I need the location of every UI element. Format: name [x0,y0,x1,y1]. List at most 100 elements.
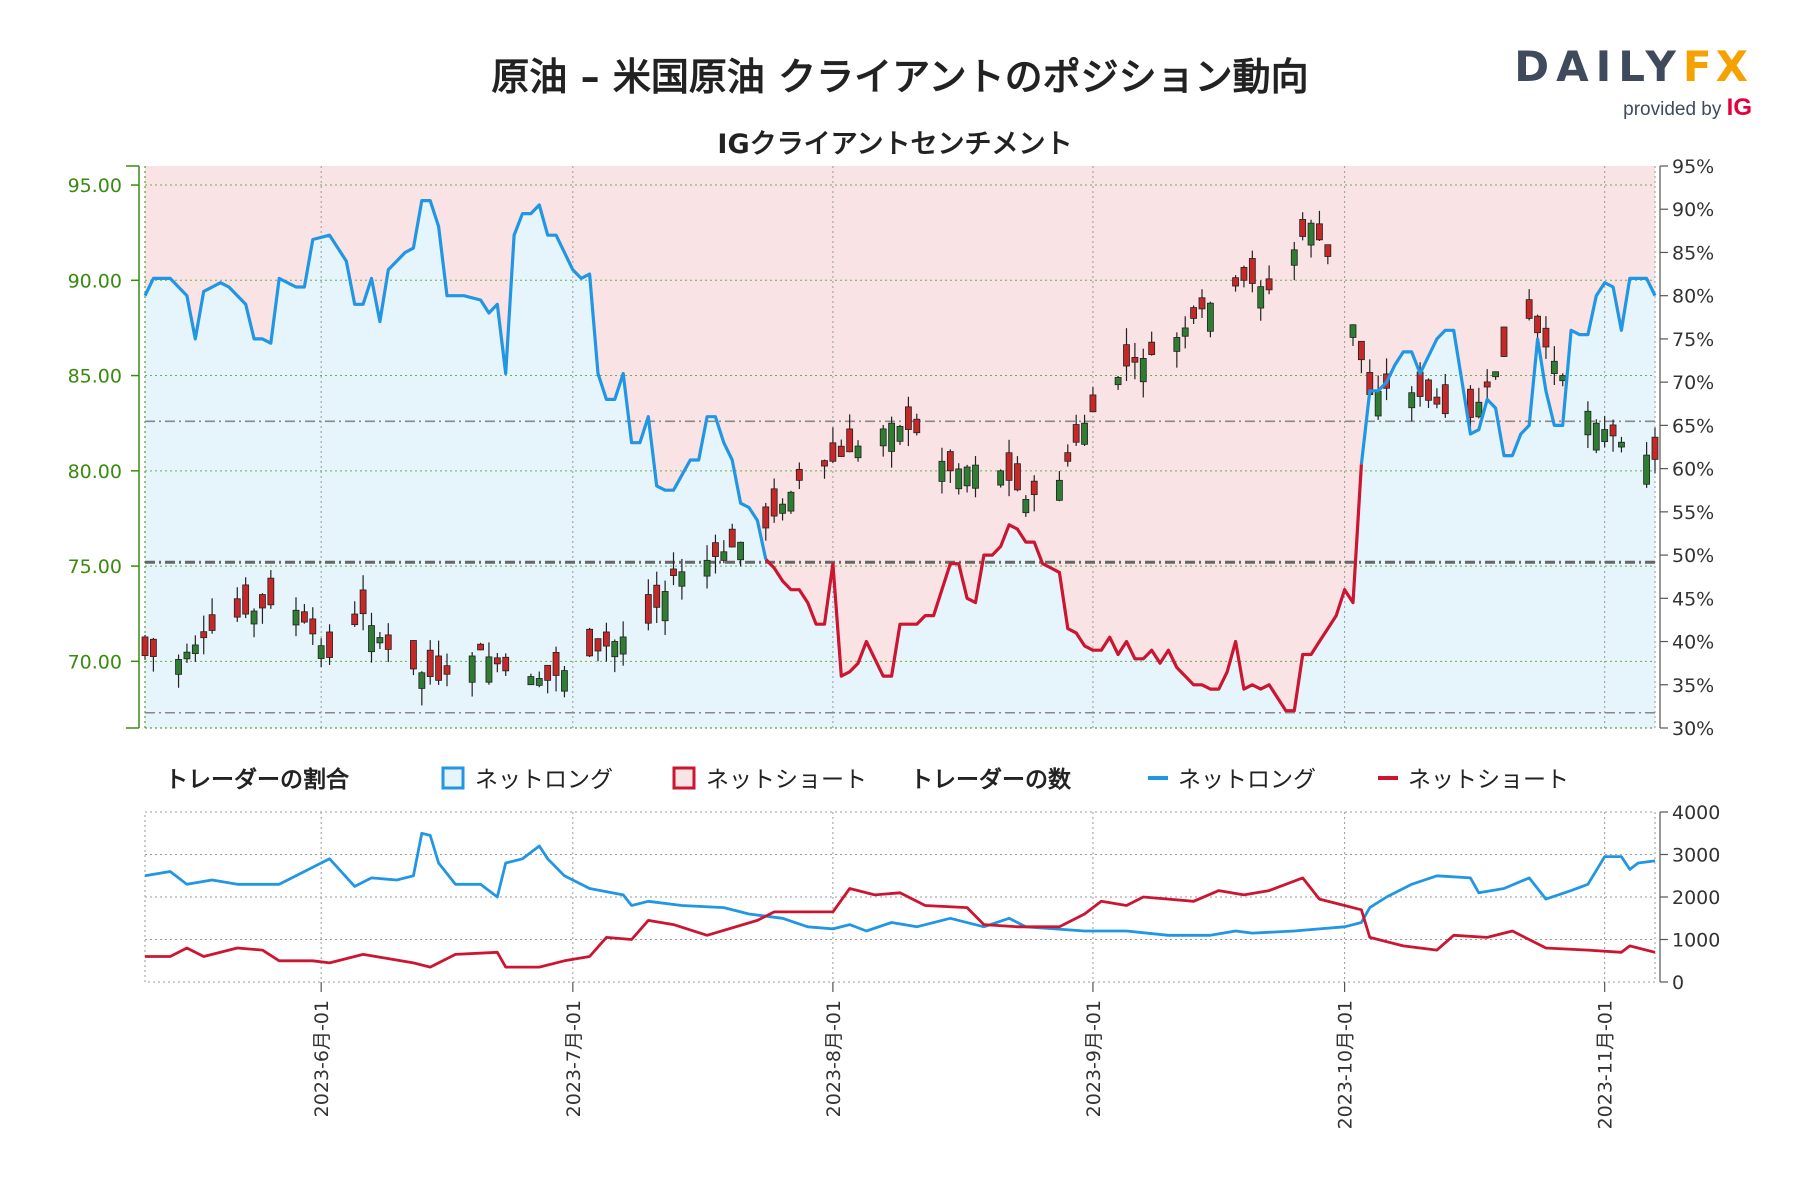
candle-down [653,584,661,608]
candle-up [317,645,325,659]
candle-down [913,418,921,434]
candle-down [300,611,308,623]
price-tick-label: 80.00 [68,461,122,483]
candle-up [1643,454,1651,485]
candle-down [1609,424,1617,437]
pct-tick-label: 40% [1672,632,1714,654]
candle-up [661,591,669,622]
candle-down [326,631,333,658]
candle-up [678,571,686,587]
candle-up [1206,302,1214,332]
candle-up [896,425,904,442]
candle-up [720,551,728,561]
candle-down [762,506,770,529]
pct-tick-label: 50% [1672,545,1714,567]
x-tick-label: 2023-7月-01 [563,1000,585,1117]
candle-up [1139,358,1147,383]
legend-net-long-label: ネットロング [475,767,613,793]
legend-net-long-count-label: ネットロング [1178,767,1316,793]
count-tick-label: 1000 [1672,930,1720,952]
candle-up [527,676,535,686]
candle-down [1240,267,1248,281]
candle-up [485,656,493,683]
candle-down [267,577,275,606]
candle-down [1131,356,1139,363]
candle-down [821,460,828,467]
legend-net-long-swatch [441,766,465,790]
candle-up [468,655,476,683]
candle-down [200,631,208,639]
net-long-pct-line [143,199,768,560]
candle-down [1324,244,1332,257]
candle-up [1173,337,1181,352]
candle-down [837,445,845,457]
candle-down [1064,452,1072,462]
candle-down [602,631,610,647]
candle-down [1441,384,1449,415]
trader-count-panel: 0 1000 2000 3000 4000 [144,802,1720,994]
candle-down [1357,340,1365,361]
candle-up [997,470,1005,486]
candle-down [552,652,560,676]
candle-up [703,559,711,577]
count-tick-label: 3000 [1672,845,1720,867]
candle-up [418,672,426,689]
legend-net-short-swatch [672,766,696,790]
net-long-count-line [144,831,1656,937]
candle-down [946,451,954,472]
x-tick-label: 2023-8月-01 [823,1000,845,1117]
candle-down [1316,223,1323,241]
candle-up [779,503,786,514]
price-tick-label: 90.00 [68,270,122,292]
legend-ratio-title: トレーダーの割合 [165,766,350,793]
candle-up [1550,360,1558,374]
candle-down [309,618,317,635]
candle-down [1005,452,1013,481]
x-tick-label: 2023-6月-01 [311,1000,333,1117]
candle-up [854,445,862,459]
candle-up [1307,222,1315,246]
candle-down [1248,258,1256,284]
count-tick-label: 0 [1672,972,1684,994]
count-tick-label: 2000 [1672,887,1720,909]
candle-down [426,649,434,677]
candle-up [1475,401,1483,418]
candle-up [191,644,199,655]
candle-down [795,468,803,481]
candle-down [1425,379,1432,401]
candle-up [1181,327,1189,337]
candle-down [384,634,392,650]
candle-down [1534,315,1541,334]
candle-down [359,589,367,615]
pct-tick-label: 75% [1672,329,1714,351]
candle-up [535,678,543,686]
chart-title: 原油 – 米国原油 クライアントのポジション動向 [491,55,1308,99]
candle-down [1014,463,1021,491]
candle-down [594,638,602,652]
candle-up [972,464,979,489]
candle-up [175,659,182,675]
candle-down [544,664,552,681]
candle-down [351,613,359,626]
candle-down [493,657,501,665]
candle-up [737,541,745,561]
candle-down [1500,326,1508,357]
candle-down [829,442,837,462]
candle-down [1299,219,1307,237]
candle-up [888,422,896,452]
candle-down [1190,307,1198,319]
x-tick-label: 2023-9月-01 [1083,1000,1105,1117]
candle-down [1198,297,1206,310]
candle-up [376,637,384,644]
candle-down [435,655,443,681]
candle-down [1148,341,1156,356]
candle-down [1651,436,1659,460]
candle-up [1114,377,1122,386]
candle-up [1290,249,1298,266]
x-tick-label: 2023-11月-01 [1595,1000,1617,1129]
pct-tick-label: 90% [1672,199,1714,221]
net-long-pct-line [1359,276,1657,465]
candle-down [1123,344,1130,367]
legend-net-short-count-label: ネットショート [1408,767,1569,793]
